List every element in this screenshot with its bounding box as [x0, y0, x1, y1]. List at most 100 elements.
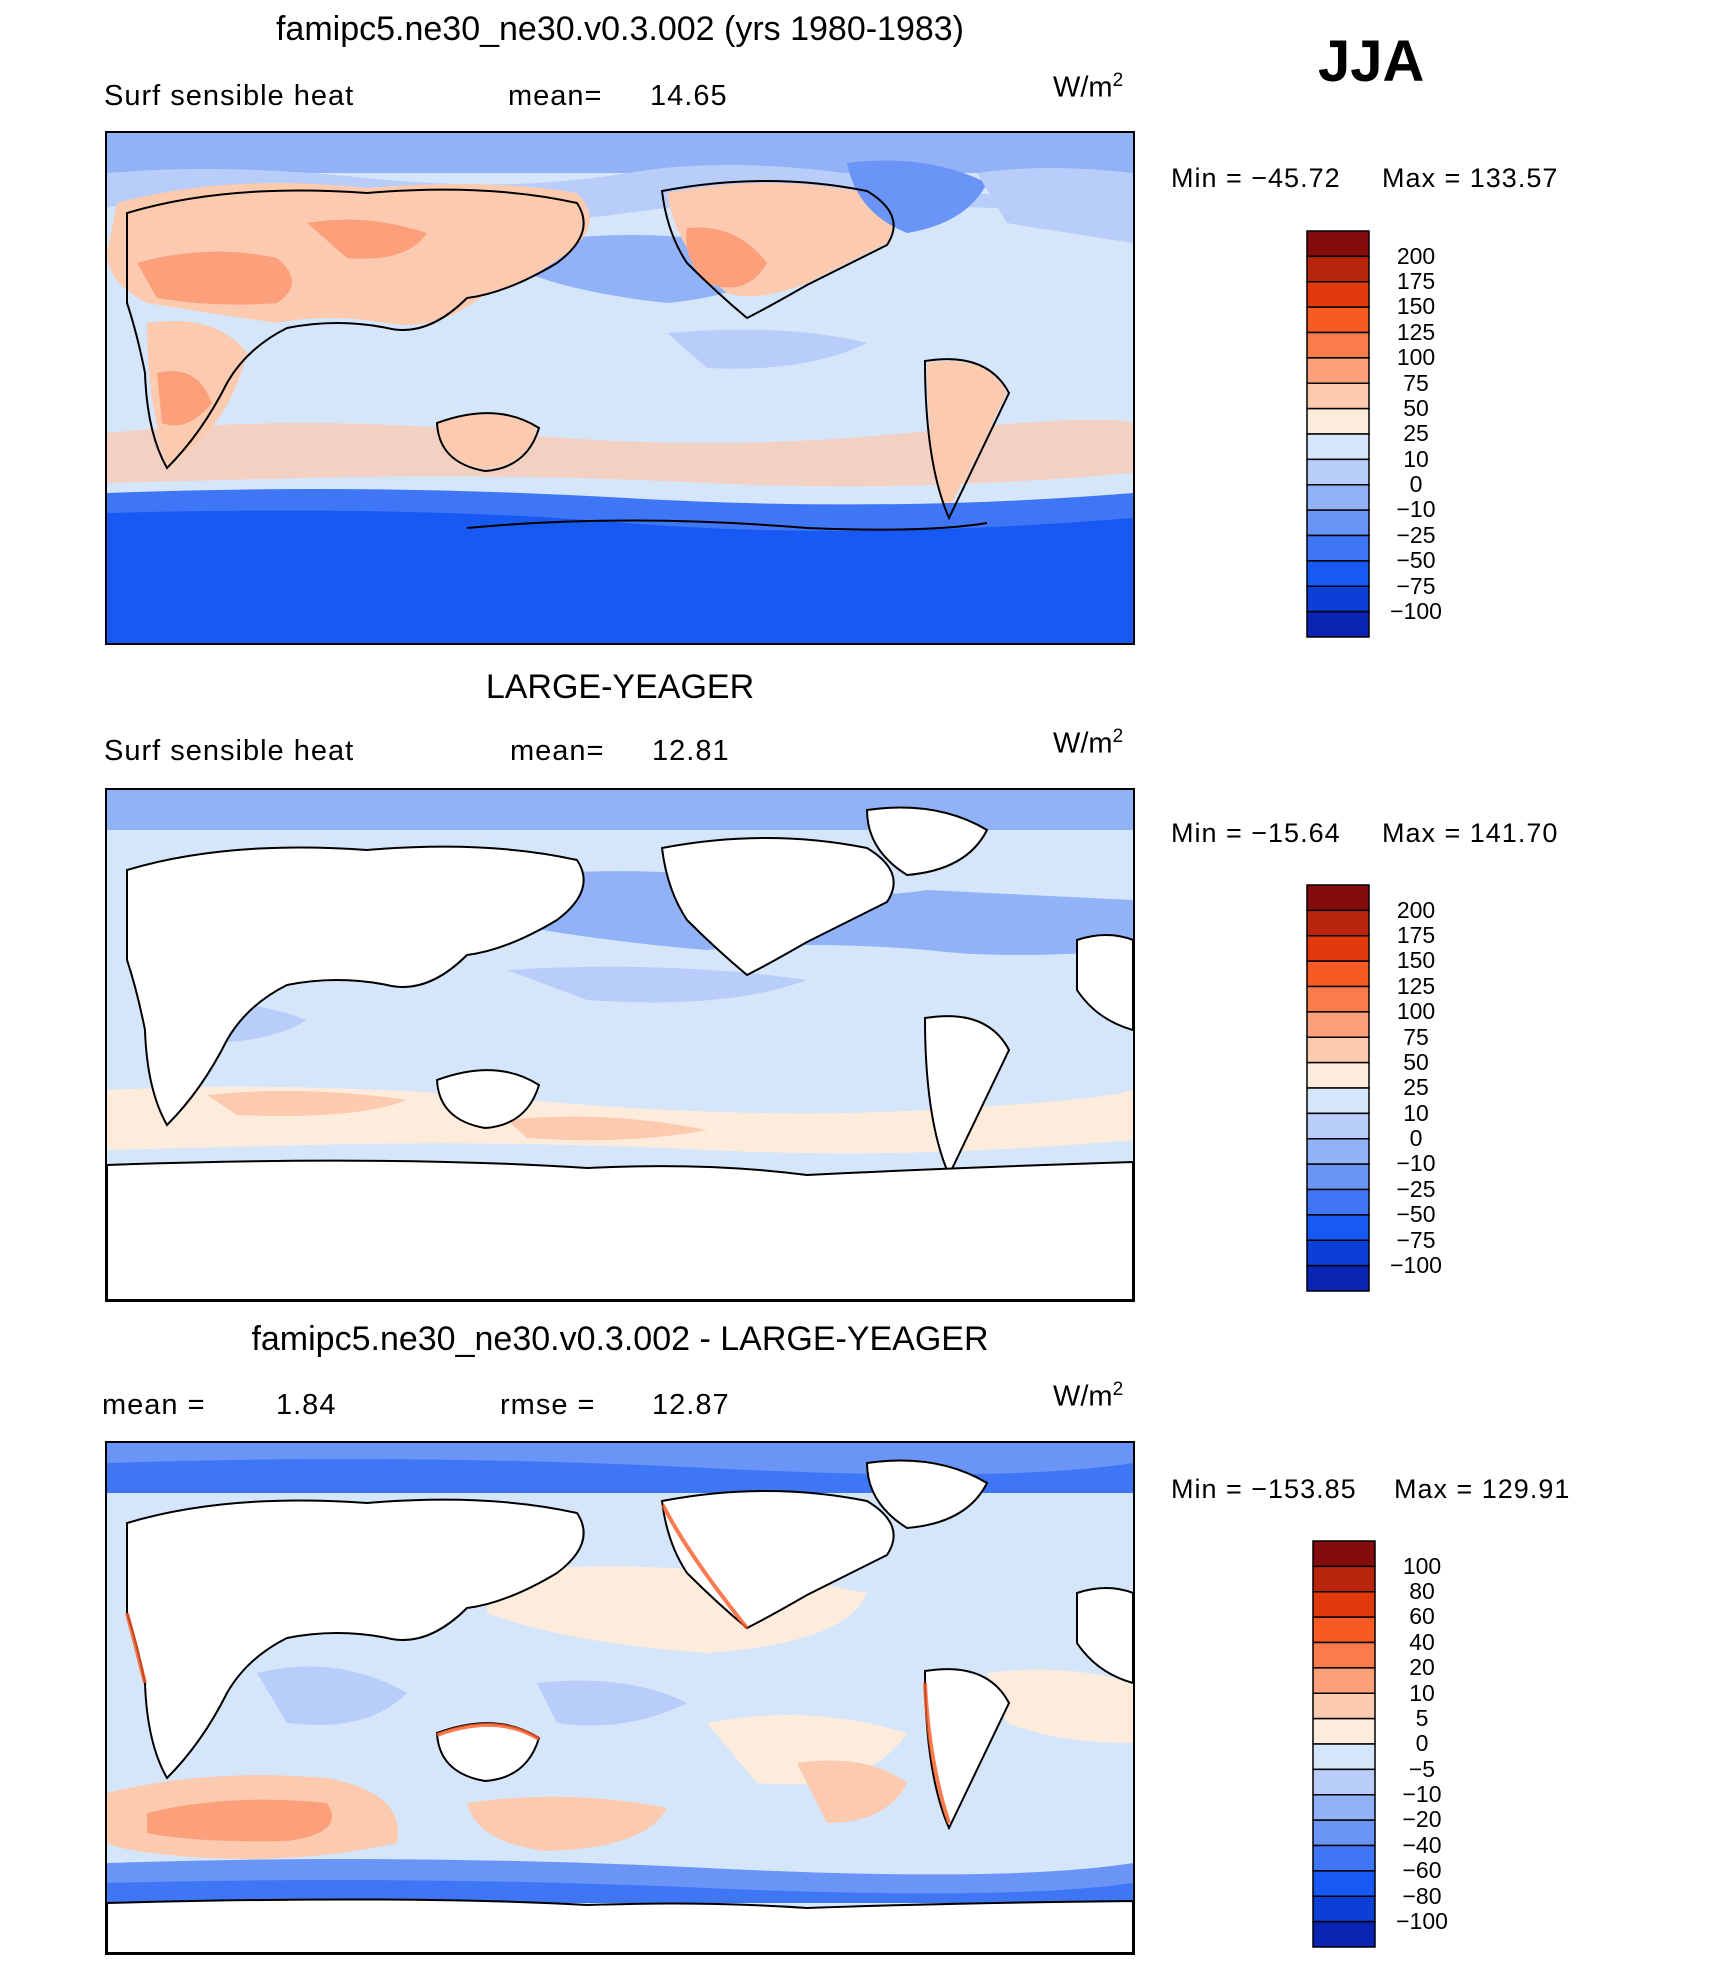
colorbar-swatch [1312, 1895, 1376, 1923]
colorbar-tick-label: 25 [1403, 420, 1429, 447]
panel-3-map [105, 1441, 1135, 1955]
colorbar-tick-label: 40 [1409, 1628, 1435, 1655]
panel-2-min: Min = −15.64 [1171, 818, 1341, 848]
colorbar-swatch [1312, 1565, 1376, 1593]
colorbar-tick-label: 75 [1403, 369, 1429, 396]
colorbar-tick-label: −80 [1402, 1882, 1442, 1909]
panel-2-map-svg [107, 790, 1133, 1300]
colorbar-swatch [1306, 1163, 1370, 1191]
panel-2-title: LARGE-YEAGER [485, 668, 755, 706]
panel-3-mean-value: 1.84 [276, 1389, 337, 1421]
colorbar-swatch [1306, 610, 1370, 638]
colorbar-tick-label: 0 [1409, 471, 1423, 498]
colorbar-tick-label: −75 [1396, 1226, 1436, 1253]
panel-3-max: Max = 129.91 [1394, 1474, 1571, 1504]
colorbar-tick-label: 100 [1396, 344, 1436, 371]
panel-3-rmse-label: rmse = [500, 1389, 596, 1421]
colorbar-swatch [1306, 985, 1370, 1013]
colorbar-tick-label: −100 [1396, 1907, 1448, 1934]
colorbar-swatch [1306, 1087, 1370, 1115]
colorbar-tick-label: −25 [1396, 1175, 1436, 1202]
colorbar-swatch [1306, 935, 1370, 962]
colorbar-tick-label: −75 [1396, 572, 1436, 599]
colorbar-tick-label: 0 [1415, 1730, 1429, 1757]
colorbar-tick-label: 100 [1396, 998, 1436, 1025]
colorbar-swatch [1306, 1061, 1370, 1089]
colorbar-swatch [1306, 1214, 1370, 1241]
colorbar-tick-label: −40 [1402, 1831, 1442, 1858]
panel-3-map-svg [107, 1443, 1133, 1953]
panel-1-variable: Surf sensible heat [104, 80, 355, 112]
colorbar-tick-label: 10 [1403, 445, 1429, 472]
colorbar-swatch [1312, 1616, 1376, 1644]
colorbar-swatch [1306, 407, 1370, 435]
panel-2-variable: Surf sensible heat [104, 735, 355, 767]
colorbar-swatch [1306, 1188, 1370, 1216]
colorbar-swatch [1306, 255, 1370, 283]
panel-3-title: famipc5.ne30_ne30.v0.3.002 - LARGE-YEAGE… [251, 1320, 989, 1358]
colorbar-swatch [1306, 909, 1370, 937]
colorbar-tick-label: 175 [1396, 268, 1436, 295]
panel-1-min: Min = −45.72 [1171, 163, 1341, 193]
colorbar-swatch [1312, 1692, 1376, 1720]
colorbar-swatch [1312, 1540, 1376, 1568]
colorbar-tick-label: 200 [1396, 896, 1436, 923]
colorbar-tick-label: 10 [1409, 1679, 1435, 1706]
colorbar-tick-label: 125 [1396, 318, 1436, 345]
colorbar-tick-label: 80 [1409, 1578, 1435, 1605]
panel-2-colorbar [1306, 884, 1370, 1292]
colorbar-swatch [1306, 433, 1370, 461]
colorbar-swatch [1306, 534, 1370, 562]
colorbar-tick-label: −25 [1396, 521, 1436, 548]
panel-3-colorbar [1312, 1540, 1376, 1948]
colorbar-tick-label: 0 [1409, 1125, 1423, 1152]
colorbar-tick-label: −60 [1402, 1857, 1442, 1884]
colorbar-swatch [1306, 484, 1370, 511]
panel-1-title: famipc5.ne30_ne30.v0.3.002 (yrs 1980-198… [275, 10, 965, 48]
colorbar-swatch [1306, 960, 1370, 988]
panel-1-mean-label: mean= [508, 80, 603, 112]
panel-2-map [105, 788, 1135, 1302]
colorbar-swatch [1306, 1138, 1370, 1165]
panel-2-units: W/m2 [1053, 726, 1124, 760]
colorbar-tick-label: −50 [1396, 1201, 1436, 1228]
colorbar-swatch [1306, 458, 1370, 486]
colorbar-tick-label: −50 [1396, 547, 1436, 574]
colorbar-tick-label: 10 [1403, 1099, 1429, 1126]
colorbar-swatch [1306, 281, 1370, 308]
colorbar-swatch [1306, 509, 1370, 537]
colorbar-tick-label: 50 [1403, 394, 1429, 421]
colorbar-tick-label: 150 [1396, 947, 1436, 974]
colorbar-tick-label: −10 [1396, 496, 1436, 523]
colorbar-tick-label: 150 [1396, 293, 1436, 320]
colorbar-swatch [1306, 884, 1370, 912]
panel-1-max: Max = 133.57 [1382, 163, 1559, 193]
panel-3-units: W/m2 [1053, 1379, 1124, 1413]
colorbar-swatch [1306, 1011, 1370, 1038]
colorbar-swatch [1306, 585, 1370, 613]
colorbar-swatch [1312, 1591, 1376, 1618]
colorbar-swatch [1312, 1768, 1376, 1796]
season-label: JJA [1318, 29, 1425, 94]
colorbar-tick-label: 200 [1396, 242, 1436, 269]
colorbar-swatch [1312, 1717, 1376, 1745]
colorbar-tick-label: −10 [1396, 1150, 1436, 1177]
colorbar-tick-label: 20 [1409, 1654, 1435, 1681]
colorbar-swatch [1306, 306, 1370, 334]
colorbar-tick-label: 100 [1402, 1552, 1442, 1579]
panel-3-min: Min = −153.85 [1171, 1474, 1357, 1504]
panel-1-units: W/m2 [1053, 70, 1124, 104]
colorbar-swatch [1306, 331, 1370, 359]
panel-1-mean-value: 14.65 [650, 80, 728, 112]
colorbar-swatch [1306, 1112, 1370, 1140]
colorbar-tick-label: −10 [1402, 1781, 1442, 1808]
colorbar-swatch [1312, 1920, 1376, 1948]
colorbar-swatch [1306, 1239, 1370, 1267]
colorbar-tick-label: 5 [1415, 1704, 1429, 1731]
panel-3-mean-label: mean = [102, 1389, 206, 1421]
colorbar-swatch [1306, 1036, 1370, 1064]
colorbar-swatch [1306, 357, 1370, 384]
colorbar-tick-label: −100 [1390, 597, 1442, 624]
colorbar-tick-label: 175 [1396, 922, 1436, 949]
panel-1-map-svg [107, 133, 1133, 643]
